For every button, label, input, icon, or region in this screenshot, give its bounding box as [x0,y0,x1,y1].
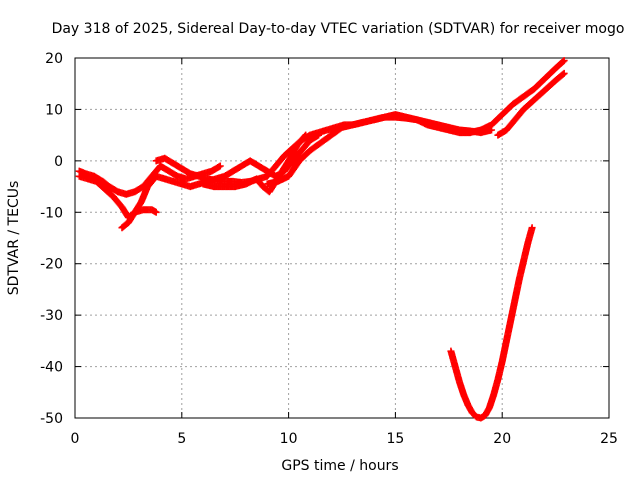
y-tick-label: -30 [40,308,63,324]
data-point [528,224,536,232]
y-tick-label: -10 [40,205,63,221]
y-tick-label: 0 [54,154,63,170]
data-point [559,58,567,66]
y-tick-label: -40 [40,360,63,376]
y-tick-label: -50 [40,411,63,427]
data-point [152,208,160,216]
x-axis-label: GPS time / hours [281,458,398,474]
data-point [302,131,310,139]
x-tick-label: 10 [280,431,298,447]
plot-frame [74,57,610,419]
y-axis-label: SDTVAR / TECUs [6,181,22,296]
x-tick-label: 15 [386,431,404,447]
x-tick-label: 25 [600,431,618,447]
y-tick-label: 10 [45,102,63,118]
data-point [301,132,309,140]
data-point [560,57,568,65]
x-tick-label: 5 [177,431,186,447]
axis-ticks: 0 5 10 15 20 25 -50 -40 -30 -20 -10 0 10 20 [40,51,618,447]
chart-title: Day 318 of 2025, Sidereal Day-to-day VTE… [52,21,625,37]
y-tick-label: 20 [45,51,63,67]
data-points [75,57,568,422]
data-point [560,69,568,77]
data-point [559,70,567,78]
y-tick-label: -20 [40,257,63,273]
data-point [216,162,224,170]
x-tick-label: 20 [493,431,511,447]
x-tick-label: 0 [71,431,80,447]
